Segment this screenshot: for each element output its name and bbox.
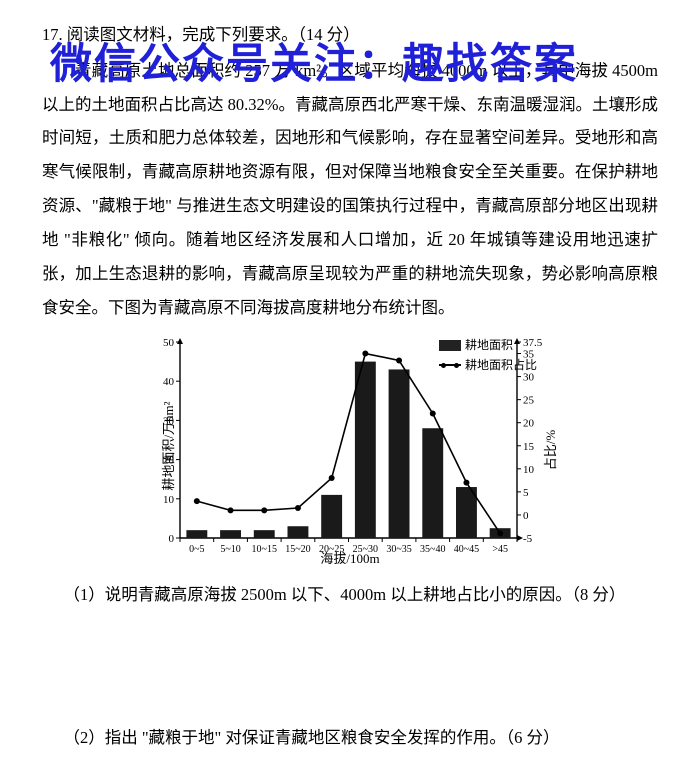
legend-bar-label: 耕地面积 (465, 336, 513, 354)
svg-text:40~45: 40~45 (454, 544, 479, 555)
sub-question-1: （1）说明青藏高原海拔 2500m 以下、4000m 以上耕地占比小的原因。（8… (42, 578, 658, 611)
svg-text:10: 10 (163, 494, 175, 506)
svg-text:35~40: 35~40 (420, 544, 445, 555)
legend-bar-row: 耕地面积 (439, 336, 537, 354)
legend-line-swatch (439, 364, 461, 366)
legend-line-row: 耕地面积占比 (439, 356, 537, 374)
svg-text:25: 25 (523, 395, 535, 407)
legend-bar-swatch (439, 340, 461, 351)
svg-text:50: 50 (163, 337, 175, 349)
svg-text:40: 40 (163, 377, 175, 389)
svg-text:5~10: 5~10 (220, 544, 240, 555)
svg-text:0: 0 (169, 533, 175, 545)
paragraph-text: 青藏高原土地总面积约 257 万 km²。区域平均海拔 4000m 以上，其中海… (42, 54, 658, 325)
chart-legend: 耕地面积 耕地面积占比 (439, 336, 537, 376)
svg-text:30~35: 30~35 (386, 544, 411, 555)
svg-text:15~20: 15~20 (285, 544, 310, 555)
watermark-text: 微信公众号关注：趣找答案 (50, 30, 578, 91)
svg-text:>45: >45 (492, 544, 508, 555)
svg-text:0~5: 0~5 (189, 544, 204, 555)
y-right-label: 占比/% (537, 430, 564, 470)
document-body: 17. 阅读图文材料，完成下列要求。（14 分） 青藏高原土地总面积约 257 … (42, 18, 658, 754)
x-label: 海拔/100m (320, 546, 379, 573)
svg-text:10~15: 10~15 (252, 544, 277, 555)
svg-text:0: 0 (523, 510, 529, 522)
svg-text:5: 5 (523, 487, 529, 499)
legend-line-label: 耕地面积占比 (465, 356, 537, 374)
svg-text:20: 20 (523, 418, 535, 430)
sub-question-2: （2）指出 "藏粮于地" 对保证青藏地区粮食安全发挥的作用。（6 分） (42, 721, 658, 754)
y-left-label: 耕地面积/万hm² (156, 401, 183, 490)
svg-text:10: 10 (523, 464, 535, 476)
svg-text:15: 15 (523, 441, 535, 453)
svg-text:-5: -5 (523, 533, 533, 545)
chart-container: 耕地面积 耕地面积占比 耕地面积/万hm² 占比/% 海拔/100m 0 10 20… (135, 330, 565, 570)
